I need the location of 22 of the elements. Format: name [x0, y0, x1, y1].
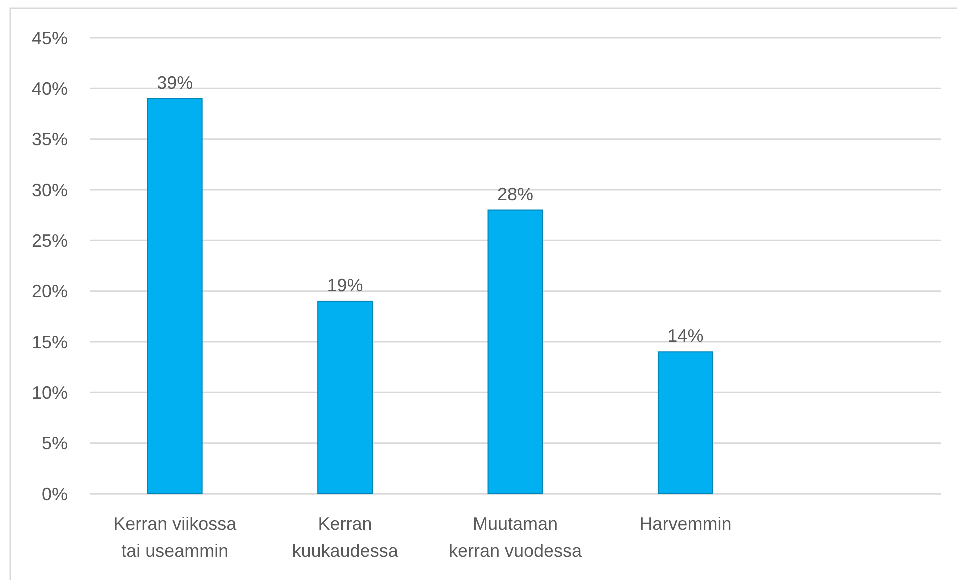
bar: [318, 300, 374, 494]
x-tick-label: Kerran viikossa tai useammin: [114, 514, 238, 561]
y-tick-label: 0%: [42, 484, 68, 504]
bar: [488, 210, 544, 494]
x-tick-label: Kerran kuukaudessa: [292, 514, 400, 561]
data-label: 14%: [668, 326, 704, 346]
y-tick-label: 40%: [32, 78, 68, 99]
data-label: 28%: [497, 184, 534, 204]
y-tick-label: 45%: [32, 28, 68, 48]
bar: [658, 352, 714, 494]
y-tick-label: 25%: [32, 230, 68, 251]
y-tick-label: 20%: [32, 282, 68, 302]
y-tick-label: 10%: [32, 382, 68, 403]
y-tick-label: 5%: [42, 434, 68, 454]
y-tick-label: 30%: [32, 180, 68, 200]
x-tick-label: Harvemmin: [640, 514, 732, 534]
y-tick-label: 15%: [32, 332, 68, 352]
data-label: 39%: [157, 72, 194, 93]
bar: [147, 98, 203, 494]
data-label: 19%: [327, 275, 364, 296]
x-tick-label: Muutaman kerran vuodessa: [448, 514, 584, 561]
y-tick-label: 35%: [32, 130, 68, 150]
